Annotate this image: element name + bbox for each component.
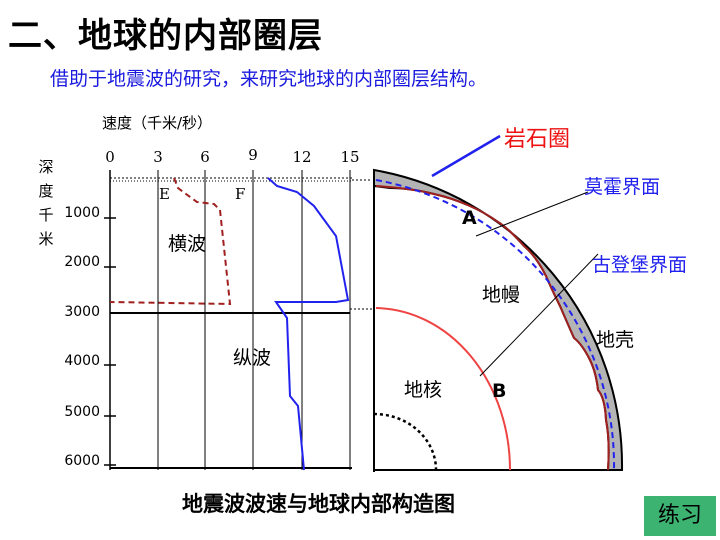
depth-tick: 1000	[64, 205, 100, 221]
crust-label: 地壳	[596, 329, 634, 351]
lithosphere-pointer	[431, 134, 501, 178]
inner-core-boundary	[373, 412, 438, 471]
lithosphere-label: 岩石圈	[504, 127, 570, 152]
velocity-tick: 9	[248, 146, 258, 164]
practice-button[interactable]: 练习	[644, 496, 716, 536]
depth-tick: 6000	[64, 453, 100, 469]
earth-cross-section: 岩石圈 莫霍界面 古登堡界面 A 地幔 地壳 地核 B	[373, 127, 687, 472]
diagram-caption: 地震波波速与地球内部构造图	[182, 492, 455, 516]
velocity-axis-label: 速度（千米/秒）	[102, 114, 212, 132]
marker-a: A	[462, 207, 477, 229]
mantle-label: 地幔	[482, 284, 520, 306]
core-mantle-boundary	[375, 307, 511, 471]
depth-label-char: 米	[38, 230, 53, 248]
velocity-tick: 6	[200, 148, 210, 166]
moho-label: 莫霍界面	[584, 176, 660, 198]
s-wave-curve	[109, 177, 232, 306]
depth-tick: 5000	[64, 404, 100, 420]
lithosphere-band	[373, 168, 624, 471]
depth-label-char: 千	[38, 206, 53, 224]
depth-tick: 4000	[64, 353, 100, 369]
moho-boundary	[375, 179, 616, 471]
gutenberg-pointer	[479, 253, 599, 377]
moho-pointer	[475, 191, 589, 237]
gutenberg-label: 古登堡界面	[592, 254, 687, 276]
depth-label-char: 度	[38, 182, 53, 200]
p-wave-label: 纵波	[233, 347, 271, 369]
core-label: 地核	[404, 379, 442, 401]
velocity-tick: 0	[105, 148, 115, 166]
depth-label-char: 深	[38, 158, 53, 176]
depth-tick: 2000	[64, 254, 100, 270]
p-wave-curve	[267, 177, 350, 471]
velocity-tick: 12	[292, 148, 311, 166]
marker-b: B	[492, 380, 506, 402]
s-wave-label: 横波	[168, 233, 206, 255]
marker-e: E	[159, 185, 170, 203]
velocity-chart: 速度（千米/秒） 0 3 6 9 12 15	[38, 114, 372, 471]
marker-f: F	[235, 185, 245, 203]
page-subtitle: 借助于地震波的研究，来研究地球的内部圈层结构。	[50, 68, 488, 90]
depth-tick: 3000	[64, 304, 100, 320]
page-title: 二、地球的内部圈层	[8, 16, 323, 56]
velocity-tick: 15	[340, 148, 359, 166]
lithosphere-bottom-line	[375, 185, 610, 471]
velocity-tick: 3	[153, 148, 163, 166]
